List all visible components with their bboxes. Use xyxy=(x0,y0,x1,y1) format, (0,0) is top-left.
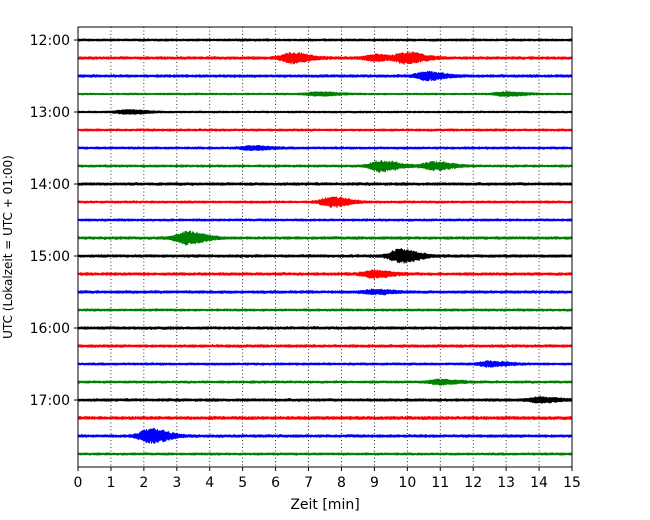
y-tick-label-1300: 13:00 xyxy=(30,105,70,121)
x-tick-label-11: 11 xyxy=(431,475,449,491)
x-tick-label-1: 1 xyxy=(106,475,115,491)
y-tick-label-1700: 17:00 xyxy=(30,393,70,409)
x-axis-ticks: 0 1 2 3 4 5 6 7 8 9 10 11 12 13 14 15 xyxy=(74,467,581,491)
y-tick-label-1600: 16:00 xyxy=(30,321,70,337)
trace-1430 xyxy=(77,218,573,222)
x-tick-label-4: 4 xyxy=(205,475,214,491)
trace-1500 xyxy=(77,248,573,264)
x-tick-label-8: 8 xyxy=(337,475,346,491)
x-tick-label-2: 2 xyxy=(139,475,148,491)
x-tick-label-14: 14 xyxy=(530,475,548,491)
trace-1215 xyxy=(77,50,573,65)
trace-1245 xyxy=(77,91,573,98)
x-tick-label-0: 0 xyxy=(74,475,83,491)
trace-1530 xyxy=(77,288,573,296)
y-axis-ticks: 12:00 13:00 14:00 15:00 16:00 17:00 xyxy=(30,33,78,409)
plot-frame xyxy=(77,26,573,468)
trace-1745 xyxy=(77,452,573,456)
trace-1600 xyxy=(77,326,573,330)
x-tick-label-10: 10 xyxy=(398,475,416,491)
y-tick-label-1400: 14:00 xyxy=(30,177,70,193)
y-tick-label-1200: 12:00 xyxy=(30,33,70,49)
trace-1415 xyxy=(77,196,573,209)
trace-1400 xyxy=(77,182,573,186)
trace-group xyxy=(77,38,573,456)
x-tick-label-3: 3 xyxy=(172,475,181,491)
trace-1730 xyxy=(77,427,573,444)
y-axis-label: UTC (Lokalzeit = UTC + 01:00) xyxy=(1,155,15,339)
trace-1300 xyxy=(77,109,573,115)
x-tick-label-12: 12 xyxy=(464,475,482,491)
x-tick-label-6: 6 xyxy=(271,475,280,491)
trace-1545 xyxy=(77,308,573,312)
trace-1645 xyxy=(77,378,573,386)
x-tick-label-15: 15 xyxy=(563,475,581,491)
trace-1715 xyxy=(77,415,573,421)
trace-1200 xyxy=(77,38,573,42)
trace-1315 xyxy=(77,128,573,132)
trace-1230 xyxy=(77,70,573,82)
x-tick-label-7: 7 xyxy=(304,475,313,491)
trace-1515 xyxy=(77,269,573,279)
trace-1615 xyxy=(77,344,573,348)
trace-1630 xyxy=(77,360,573,368)
x-tick-label-13: 13 xyxy=(497,475,515,491)
trace-1445 xyxy=(77,230,573,246)
x-axis-label: Zeit [min] xyxy=(290,497,359,513)
x-tick-label-9: 9 xyxy=(370,475,379,491)
trace-1330 xyxy=(77,144,573,152)
x-tick-label-5: 5 xyxy=(238,475,247,491)
trace-1345 xyxy=(77,159,573,173)
trace-1700 xyxy=(77,395,573,404)
y-tick-label-1500: 15:00 xyxy=(30,249,70,265)
